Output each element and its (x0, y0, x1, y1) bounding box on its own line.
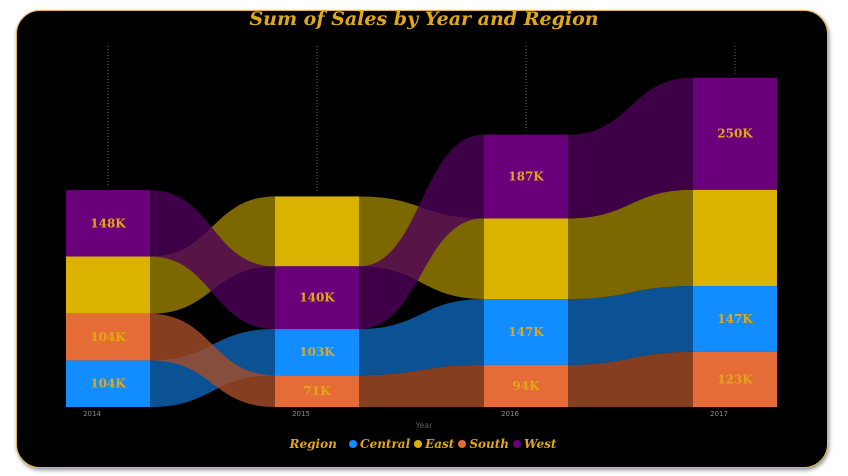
ribbon-west-2016-2017 (568, 77, 693, 219)
bar-east-2014 (66, 256, 150, 314)
bar-central-2017 (693, 286, 777, 352)
bar-central-2014 (66, 360, 150, 407)
legend-label-west: West (524, 437, 557, 451)
bar-west-2014 (66, 190, 150, 257)
ribbon-south-2015-2016 (359, 364, 484, 407)
legend: Region Central East South West (0, 437, 848, 451)
legend-item-east[interactable]: East (414, 437, 454, 451)
ribbon-west-2015-2016 (359, 134, 484, 330)
x-tick-label-2015: 2015 (292, 410, 310, 418)
data-label-central-2017: 147K (717, 312, 753, 326)
bar-east-2015 (275, 196, 359, 267)
bar-west-2016 (484, 134, 568, 219)
data-label-west-2017: 250K (717, 127, 753, 141)
data-label-south-2016: 94K (512, 379, 540, 393)
data-label-west-2016: 187K (508, 170, 544, 184)
legend-item-west[interactable]: West (513, 437, 556, 451)
data-label-central-2015: 103K (299, 345, 335, 359)
legend-label-south: South (469, 437, 510, 451)
legend-items: Central East South West (347, 437, 558, 451)
ribbon-central-2015-2016 (359, 299, 484, 376)
bar-south-2016 (484, 364, 568, 407)
data-label-central-2016: 147K (508, 325, 544, 339)
bar-central-2015 (275, 329, 359, 376)
chart-title: Sum of Sales by Year and Region (249, 8, 599, 30)
legend-marker-central (349, 440, 358, 448)
bar-south-2015 (275, 375, 359, 407)
legend-label-east: East (425, 437, 455, 451)
legend-marker-west (513, 440, 522, 448)
ribbon-west-2014-2015 (150, 190, 275, 330)
ribbon-east-2016-2017 (568, 189, 693, 300)
data-label-south-2017: 123K (717, 372, 753, 386)
ribbon-south-2014-2015 (150, 313, 275, 407)
bar-east-2017 (693, 189, 777, 287)
data-label-south-2015: 71K (303, 384, 331, 398)
legend-title: Region (289, 437, 337, 451)
legend-label-central: Central (360, 437, 411, 451)
bar-west-2017 (693, 77, 777, 190)
bar-south-2014 (66, 313, 150, 361)
bar-south-2017 (693, 351, 777, 407)
data-label-south-2014: 104K (90, 330, 126, 344)
ribbon-central-2016-2017 (568, 286, 693, 365)
x-tick-label-2017: 2017 (710, 410, 728, 418)
legend-item-central[interactable]: Central (349, 437, 410, 451)
bar-central-2016 (484, 299, 568, 365)
ribbon-south-2016-2017 (568, 351, 693, 407)
x-tick-label-2016: 2016 (501, 410, 519, 418)
legend-item-south[interactable]: South (458, 437, 509, 451)
x-axis-title: Year (415, 421, 434, 430)
bar-east-2016 (484, 218, 568, 300)
legend-marker-east (414, 440, 423, 448)
x-tick-label-2014: 2014 (83, 410, 101, 418)
data-label-west-2015: 140K (299, 291, 335, 305)
data-label-west-2014: 148K (90, 216, 126, 230)
bar-west-2015 (275, 266, 359, 330)
legend-marker-south (458, 440, 467, 448)
data-label-central-2014: 104K (90, 377, 126, 391)
